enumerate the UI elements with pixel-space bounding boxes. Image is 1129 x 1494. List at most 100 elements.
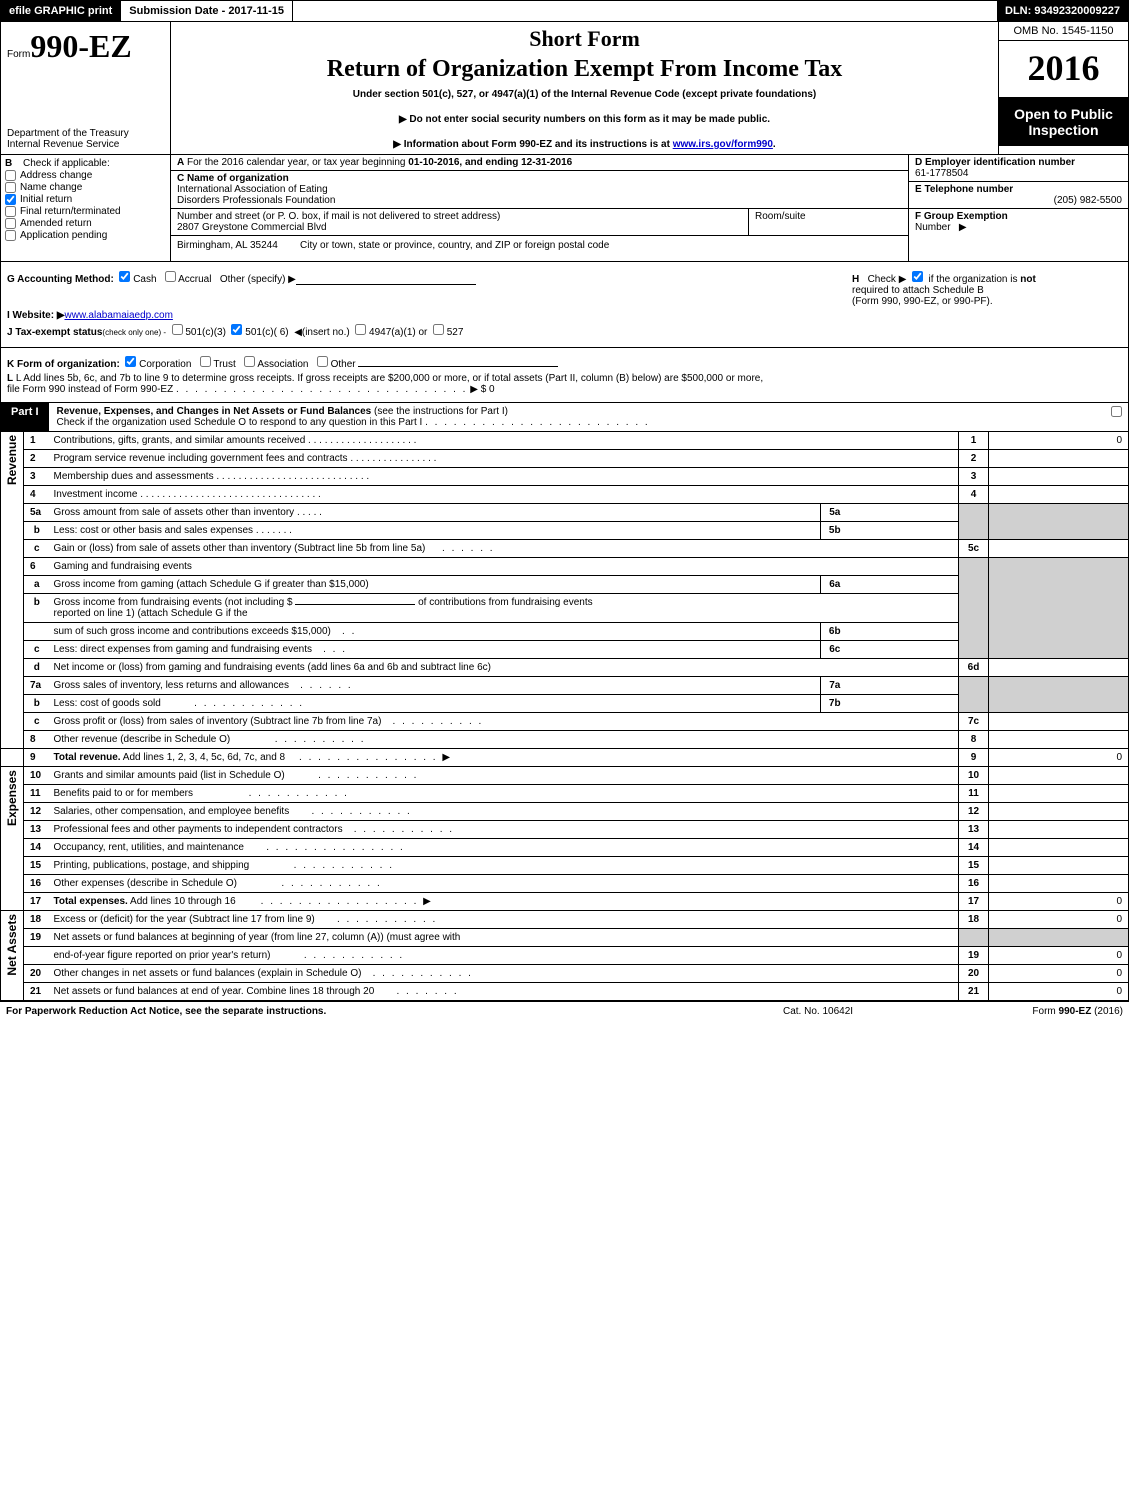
- ln-6d-d: Net income or (loss) from gaming and fun…: [50, 659, 959, 677]
- sidebar-revenue: Revenue: [1, 432, 24, 749]
- submission-date: Submission Date - 2017-11-15: [121, 1, 293, 21]
- ln-11-d: Benefits paid to or for members . . . . …: [50, 785, 959, 803]
- dept-line-2: Internal Revenue Service: [7, 139, 164, 150]
- page-footer: For Paperwork Reduction Act Notice, see …: [0, 1001, 1129, 1021]
- do-not-enter-line: ▶ Do not enter social security numbers o…: [179, 114, 990, 125]
- ln-2-d: Program service revenue including govern…: [50, 450, 959, 468]
- f-block: F Group Exemption Number ▶: [909, 209, 1128, 261]
- ln-20-amt: 0: [989, 965, 1129, 983]
- ln-18-amt: 0: [989, 911, 1129, 929]
- ln-8-d: Other revenue (describe in Schedule O) .…: [50, 731, 959, 749]
- row-3: 3 Membership dues and assessments . . . …: [1, 468, 1129, 486]
- ln-21-rn: 21: [959, 983, 989, 1001]
- chk-assoc[interactable]: [244, 356, 255, 367]
- chk-527[interactable]: [433, 324, 444, 335]
- chk-h[interactable]: [912, 271, 923, 282]
- g-cash: Cash: [133, 274, 156, 285]
- l-dots: . . . . . . . . . . . . . . . . . . . . …: [176, 384, 467, 395]
- l-line: L L Add lines 5b, 6c, and 7b to line 9 t…: [7, 373, 1122, 395]
- ln-5c-n: c: [24, 540, 50, 558]
- chk-initial-return[interactable]: [5, 194, 16, 205]
- ln-15-d: Printing, publications, postage, and shi…: [50, 857, 959, 875]
- chk-address-change[interactable]: [5, 170, 16, 181]
- chk-schedule-o[interactable]: [1111, 406, 1122, 417]
- l-text2: file Form 990 instead of Form 990-EZ: [7, 384, 173, 395]
- chk-4947[interactable]: [355, 324, 366, 335]
- row-10: Expenses 10 Grants and similar amounts p…: [1, 767, 1129, 785]
- row-11: 11 Benefits paid to or for members . . .…: [1, 785, 1129, 803]
- h-text1: if the organization is not: [929, 274, 1036, 285]
- ln-6b-ma: [849, 623, 959, 641]
- org-name-1: International Association of Eating: [177, 184, 328, 195]
- chk-accrual[interactable]: [165, 271, 176, 282]
- ln-6b-mn: 6b: [821, 623, 849, 641]
- h-text3: (Form 990, 990-EZ, or 990-PF).: [852, 296, 993, 307]
- row-6: 6 Gaming and fundraising events: [1, 558, 1129, 576]
- ln-17-d: Total expenses. Add lines 10 through 16 …: [50, 893, 959, 911]
- c-label: C Name of organization: [177, 173, 289, 184]
- ln-7c-amt: [989, 713, 1129, 731]
- d-block: D Employer identification number 61-1778…: [909, 155, 1128, 182]
- ln-7c-rn: 7c: [959, 713, 989, 731]
- chk-501c3[interactable]: [172, 324, 183, 335]
- irs-link[interactable]: www.irs.gov/form990: [673, 139, 773, 150]
- k-line: K Form of organization: Corporation Trus…: [7, 355, 1122, 370]
- footer-right-post: (2016): [1091, 1006, 1123, 1017]
- chk-amended-return[interactable]: [5, 218, 16, 229]
- ln-2-rn: 2: [959, 450, 989, 468]
- row-18: Net Assets 18 Excess or (deficit) for th…: [1, 911, 1129, 929]
- website-link[interactable]: www.alabamaiaedp.com: [65, 310, 173, 321]
- section-a-line: A For the 2016 calendar year, or tax yea…: [171, 155, 908, 171]
- chk-trust[interactable]: [200, 356, 211, 367]
- ln-20-n: 20: [24, 965, 50, 983]
- opt-name-change: Name change: [20, 182, 82, 193]
- chk-501c[interactable]: [231, 324, 242, 335]
- ln-1-amt: 0: [989, 432, 1129, 450]
- ln-21-d: Net assets or fund balances at end of ye…: [50, 983, 959, 1001]
- ln-8-amt: [989, 731, 1129, 749]
- ln-6-d: Gaming and fundraising events: [50, 558, 959, 576]
- ln-7b-n: b: [24, 695, 50, 713]
- chk-name-change[interactable]: [5, 182, 16, 193]
- ln-13-amt: [989, 821, 1129, 839]
- ln-16-n: 16: [24, 875, 50, 893]
- ln-14-rn: 14: [959, 839, 989, 857]
- ln-7b-d: Less: cost of goods sold . . . . . . . .…: [50, 695, 821, 713]
- ln-5b-d: Less: cost or other basis and sales expe…: [50, 522, 821, 540]
- chk-corp[interactable]: [125, 356, 136, 367]
- shade-6: [959, 558, 989, 659]
- ln-3-n: 3: [24, 468, 50, 486]
- dept-line-1: Department of the Treasury: [7, 128, 164, 139]
- ln-6a-ma: [849, 576, 959, 594]
- ln-12-n: 12: [24, 803, 50, 821]
- chk-application-pending[interactable]: [5, 230, 16, 241]
- k-other-blank: [358, 355, 558, 367]
- ln-20-rn: 20: [959, 965, 989, 983]
- part1-sub-dots: . . . . . . . . . . . . . . . . . . . . …: [425, 417, 650, 428]
- row-12: 12 Salaries, other compensation, and emp…: [1, 803, 1129, 821]
- g-line: G Accounting Method: Cash Accrual Other …: [7, 271, 1122, 307]
- label-b: B: [5, 158, 12, 169]
- chk-other[interactable]: [317, 356, 328, 367]
- chk-final-return[interactable]: [5, 206, 16, 217]
- ln-5a-mn: 5a: [821, 504, 849, 522]
- row-19a: 19 Net assets or fund balances at beginn…: [1, 929, 1129, 947]
- row-6d: d Net income or (loss) from gaming and f…: [1, 659, 1129, 677]
- k-corp: Corporation: [139, 359, 191, 370]
- row-2: 2 Program service revenue including gove…: [1, 450, 1129, 468]
- ln-6b-blankn: [24, 623, 50, 641]
- shade-7r: [989, 677, 1129, 713]
- d-label: D Employer identification number: [915, 157, 1075, 168]
- dln-label: DLN: 93492320009227: [997, 1, 1128, 21]
- f-label2: Number: [915, 222, 951, 233]
- ln-9-amt: 0: [989, 749, 1129, 767]
- ln-6c-mn: 6c: [821, 641, 849, 659]
- k-assoc: Association: [257, 359, 308, 370]
- ln-19b-d: end-of-year figure reported on prior yea…: [50, 947, 959, 965]
- shade-6r: [989, 558, 1129, 659]
- room-suite: Room/suite: [748, 209, 908, 235]
- ln-4-amt: [989, 486, 1129, 504]
- tax-year: 2016: [999, 41, 1128, 98]
- ln-6d-n: d: [24, 659, 50, 677]
- chk-cash[interactable]: [119, 271, 130, 282]
